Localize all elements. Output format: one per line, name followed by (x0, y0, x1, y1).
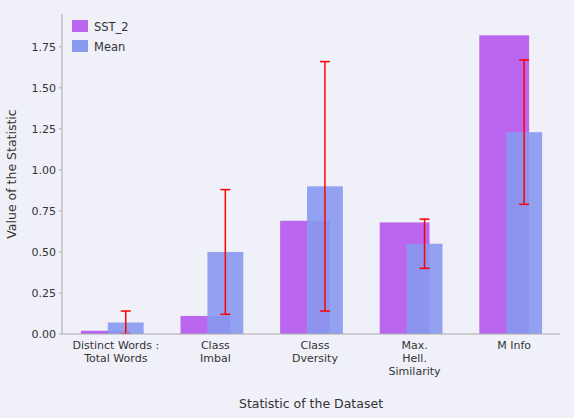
error-bar (220, 190, 230, 315)
error-bar (519, 60, 529, 204)
y-tick-label: 1.75 (32, 41, 57, 54)
x-axis-title: Statistic of the Dataset (239, 396, 383, 411)
error-bar (420, 219, 430, 268)
x-tick-label: ClassImbal (200, 339, 231, 365)
chart-container: 0.00 0.25 0.50 0.75 1.00 1.25 1.50 1.75 Distinct… (0, 0, 574, 418)
x-tick-label: M Info (497, 339, 531, 352)
y-tick-label: 1.00 (32, 164, 57, 177)
y-tick-label: 1.25 (32, 123, 57, 136)
error-bar (121, 311, 131, 334)
y-axis (62, 14, 63, 334)
x-tick-label: Max.Hell.Similarity (389, 339, 441, 378)
y-tick-label: 0.50 (32, 246, 57, 259)
legend-swatch (72, 20, 88, 32)
bars (81, 35, 542, 334)
x-tick-label: ClassDversity (292, 339, 338, 365)
y-tick-label: 1.50 (32, 82, 57, 95)
y-tick-label: 0.75 (32, 205, 57, 218)
x-tick-label: Distinct Words :Total Words (72, 339, 159, 365)
y-tick-label: 0.00 (32, 328, 57, 341)
legend: SST_2 Mean (72, 20, 129, 54)
x-axis (62, 334, 560, 335)
legend-label: Mean (94, 40, 125, 54)
y-axis-title: Value of the Statistic (4, 109, 19, 239)
chart: 0.00 0.25 0.50 0.75 1.00 1.25 1.50 1.75 Distinct… (0, 0, 574, 418)
error-bar (320, 62, 330, 311)
y-tick-label: 0.25 (32, 287, 57, 300)
legend-swatch (72, 40, 88, 52)
legend-label: SST_2 (94, 20, 129, 34)
